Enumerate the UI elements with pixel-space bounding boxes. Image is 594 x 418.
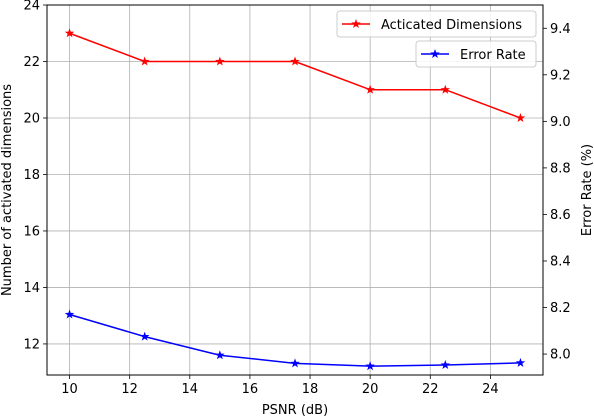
y2-tick-label: 9.4	[550, 22, 571, 37]
y2-tick-label: 8.8	[550, 161, 571, 176]
x-axis-label: PSNR (dB)	[262, 403, 328, 418]
y-tick-label: 20	[23, 111, 40, 126]
x-tick-label: 14	[182, 382, 199, 397]
y-tick-label: 14	[23, 281, 40, 296]
x-tick-label: 10	[61, 382, 78, 397]
data-point-error-rate	[215, 350, 225, 359]
data-point-error-rate	[441, 360, 451, 369]
y-tick-label: 22	[23, 55, 40, 70]
x-tick-label: 18	[302, 382, 319, 397]
y2-tick-label: 9.2	[550, 68, 571, 83]
y2-tick-label: 9.0	[550, 115, 571, 130]
data-point-error-rate	[140, 332, 150, 341]
x-tick-label: 16	[242, 382, 259, 397]
data-point-error-rate	[516, 358, 526, 367]
data-point-acticated-dimensions	[516, 113, 526, 122]
data-point-error-rate	[290, 358, 300, 367]
series-layer	[65, 28, 525, 370]
legend-error-rate: Error Rate	[416, 41, 536, 67]
data-point-acticated-dimensions	[290, 56, 300, 65]
y-tick-label: 24	[23, 0, 40, 14]
y-axis-label: Number of activated dimensions	[0, 84, 15, 296]
y-tick-label: 12	[23, 337, 40, 352]
x-tick-label: 24	[482, 382, 499, 397]
legend-label: Error Rate	[460, 48, 526, 63]
legend-activated-dimensions: Acticated Dimensions	[337, 11, 536, 37]
y2-axis-label: Error Rate (%)	[580, 144, 594, 236]
y2-tick-label: 8.0	[550, 348, 571, 363]
x-tick-label: 20	[362, 382, 379, 397]
x-tick-label: 12	[121, 382, 138, 397]
y2-tick-label: 8.6	[550, 208, 571, 223]
y-tick-label: 18	[23, 168, 40, 183]
y2-tick-label: 8.4	[550, 254, 571, 269]
data-point-acticated-dimensions	[215, 56, 225, 65]
data-point-acticated-dimensions	[140, 56, 150, 65]
data-point-acticated-dimensions	[441, 85, 451, 94]
legend-label: Acticated Dimensions	[381, 18, 522, 33]
y2-tick-label: 8.2	[550, 301, 571, 316]
x-tick-label: 22	[422, 382, 439, 397]
y-tick-label: 16	[23, 224, 40, 239]
